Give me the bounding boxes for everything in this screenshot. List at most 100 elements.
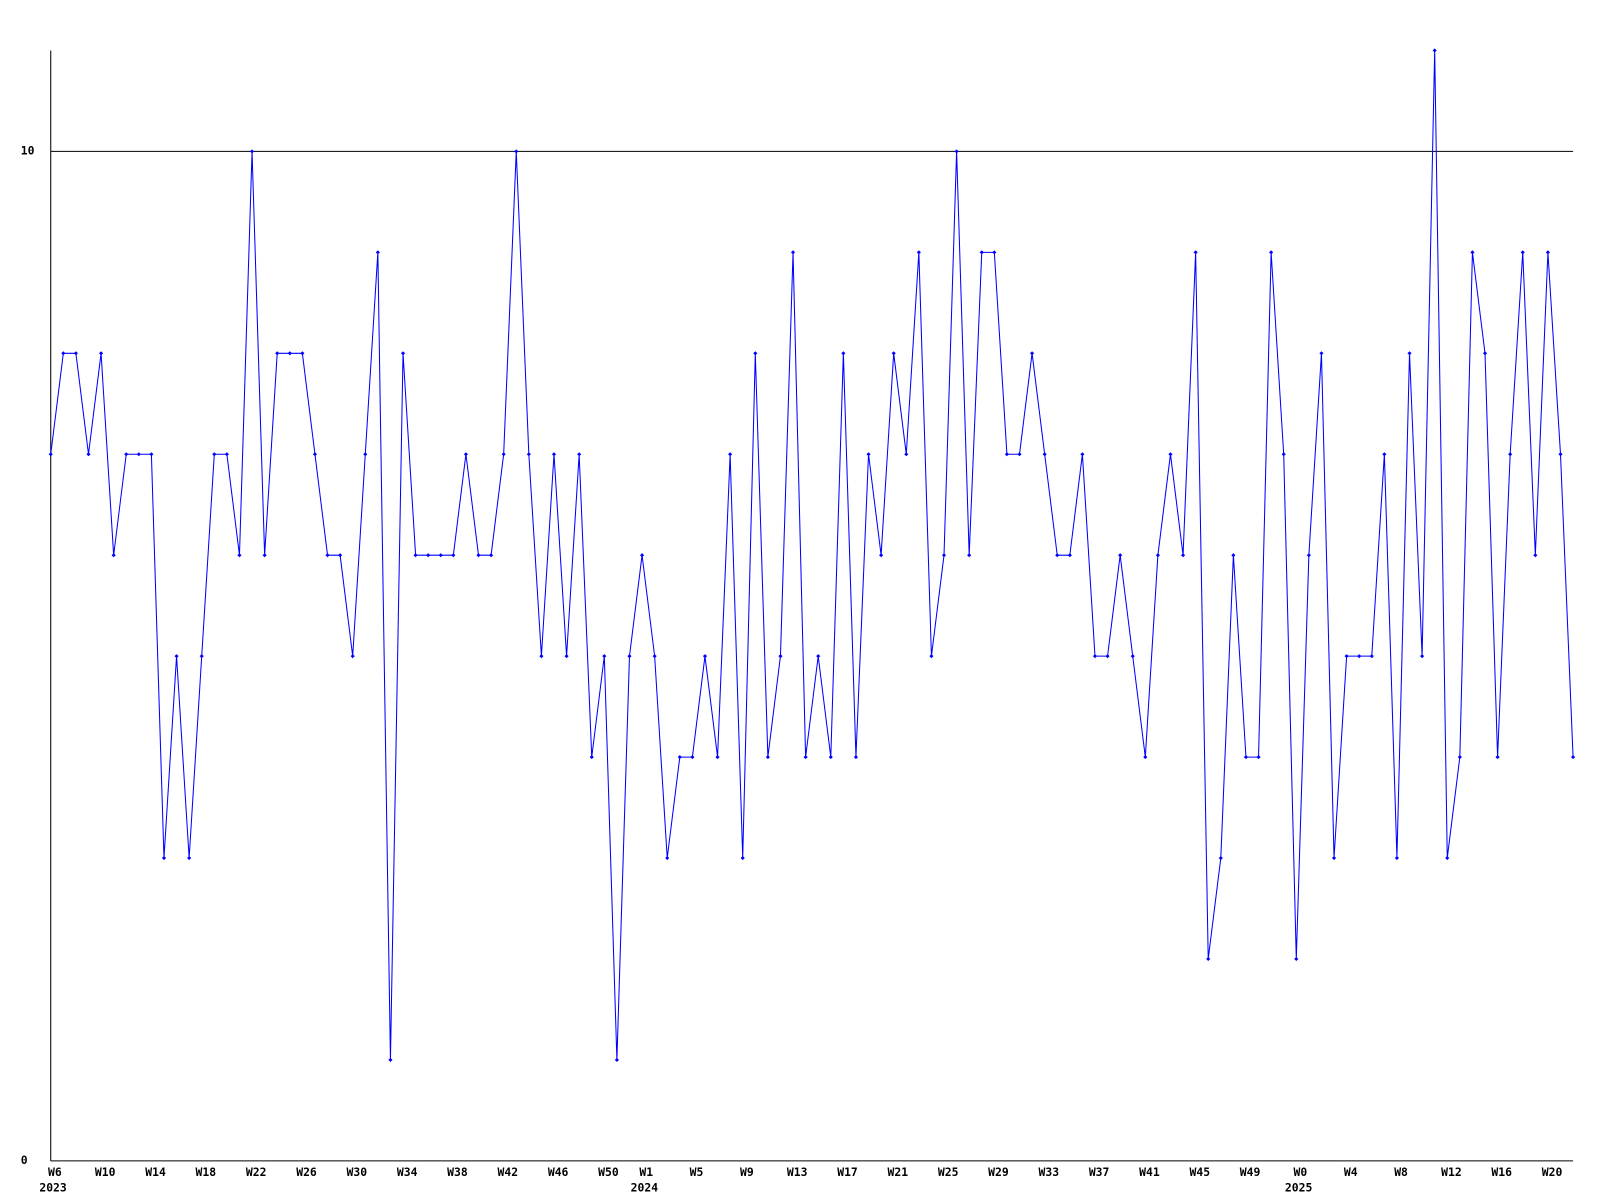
point	[388, 1057, 393, 1062]
point	[1180, 553, 1186, 558]
point	[1030, 351, 1035, 356]
point	[451, 553, 456, 558]
point	[212, 452, 217, 457]
point	[879, 553, 884, 558]
point	[149, 452, 154, 457]
point	[73, 351, 78, 356]
point	[1155, 553, 1160, 558]
point	[1118, 553, 1123, 558]
x-tick-label: W30	[347, 1165, 368, 1179]
year-label: 2023	[39, 1181, 67, 1195]
x-tick-label: W5	[690, 1165, 704, 1179]
point	[413, 553, 418, 558]
point	[1243, 755, 1249, 760]
point	[1168, 452, 1173, 457]
point	[86, 452, 91, 457]
point	[941, 553, 947, 558]
x-tick-label: W41	[1139, 1165, 1160, 1179]
point	[300, 351, 305, 356]
point	[1445, 855, 1450, 861]
point	[1130, 654, 1135, 659]
point	[551, 452, 557, 457]
point	[325, 553, 330, 558]
point	[715, 755, 720, 760]
line	[50, 50, 1574, 1060]
point	[312, 452, 318, 457]
point	[1218, 855, 1223, 861]
point	[514, 149, 519, 154]
point	[1558, 452, 1563, 457]
point	[929, 654, 934, 659]
point	[136, 452, 141, 457]
point	[350, 654, 355, 659]
point	[702, 654, 708, 659]
point	[790, 250, 796, 255]
point	[1495, 755, 1500, 760]
x-tick-label: W22	[246, 1165, 267, 1179]
point	[602, 654, 607, 659]
point	[1055, 553, 1060, 558]
point	[992, 250, 997, 255]
point	[48, 452, 53, 457]
point	[916, 250, 921, 255]
year-label: 2025	[1285, 1181, 1313, 1195]
point	[866, 452, 871, 457]
point	[1281, 452, 1286, 457]
x-tick-label: W4	[1344, 1165, 1358, 1179]
point	[400, 351, 406, 356]
point	[778, 654, 783, 659]
point	[1331, 855, 1337, 861]
point	[1256, 755, 1261, 760]
point	[1482, 351, 1488, 356]
point	[1432, 48, 1437, 53]
point	[1193, 250, 1198, 255]
point	[627, 654, 632, 659]
x-tick-label: W49	[1240, 1165, 1261, 1179]
point	[1382, 452, 1387, 457]
point	[1206, 956, 1211, 962]
point	[1420, 654, 1425, 659]
point	[463, 452, 468, 457]
point	[979, 250, 984, 255]
x-tick-label: W25	[938, 1165, 959, 1179]
x-tick-label: W20	[1542, 1165, 1563, 1179]
point	[124, 452, 129, 457]
point	[690, 755, 695, 760]
point	[501, 452, 506, 457]
x-tick-label: W13	[787, 1165, 808, 1179]
point	[1357, 654, 1362, 659]
x-tick-label: W6	[48, 1165, 62, 1179]
x-tick-label: W26	[296, 1165, 317, 1179]
point	[426, 553, 431, 558]
point	[224, 452, 229, 457]
point	[262, 553, 267, 558]
x-tick-label: W37	[1089, 1165, 1110, 1179]
point	[677, 755, 682, 760]
point	[1105, 654, 1110, 659]
point	[589, 755, 594, 760]
y-tick-label: 10	[21, 143, 35, 157]
x-tick-label: W46	[548, 1165, 569, 1179]
point	[803, 755, 808, 760]
point	[174, 654, 179, 659]
y-tick-label: 0	[21, 1153, 28, 1167]
point	[1306, 553, 1311, 558]
x-tick-label: W10	[95, 1165, 116, 1179]
point	[1369, 654, 1374, 659]
point	[249, 149, 255, 154]
point	[1520, 250, 1525, 255]
x-tick-label: W29	[988, 1165, 1009, 1179]
point	[1470, 250, 1475, 255]
point	[665, 855, 670, 861]
point	[1294, 956, 1299, 962]
x-tick-label: W50	[598, 1165, 619, 1179]
point	[577, 452, 582, 457]
x-tick-label: W21	[888, 1165, 909, 1179]
point	[539, 654, 544, 659]
point	[375, 250, 380, 255]
point	[1080, 452, 1085, 457]
point	[1269, 250, 1274, 255]
x-tick-label: W45	[1189, 1165, 1210, 1179]
point	[816, 654, 821, 659]
point	[967, 553, 972, 558]
